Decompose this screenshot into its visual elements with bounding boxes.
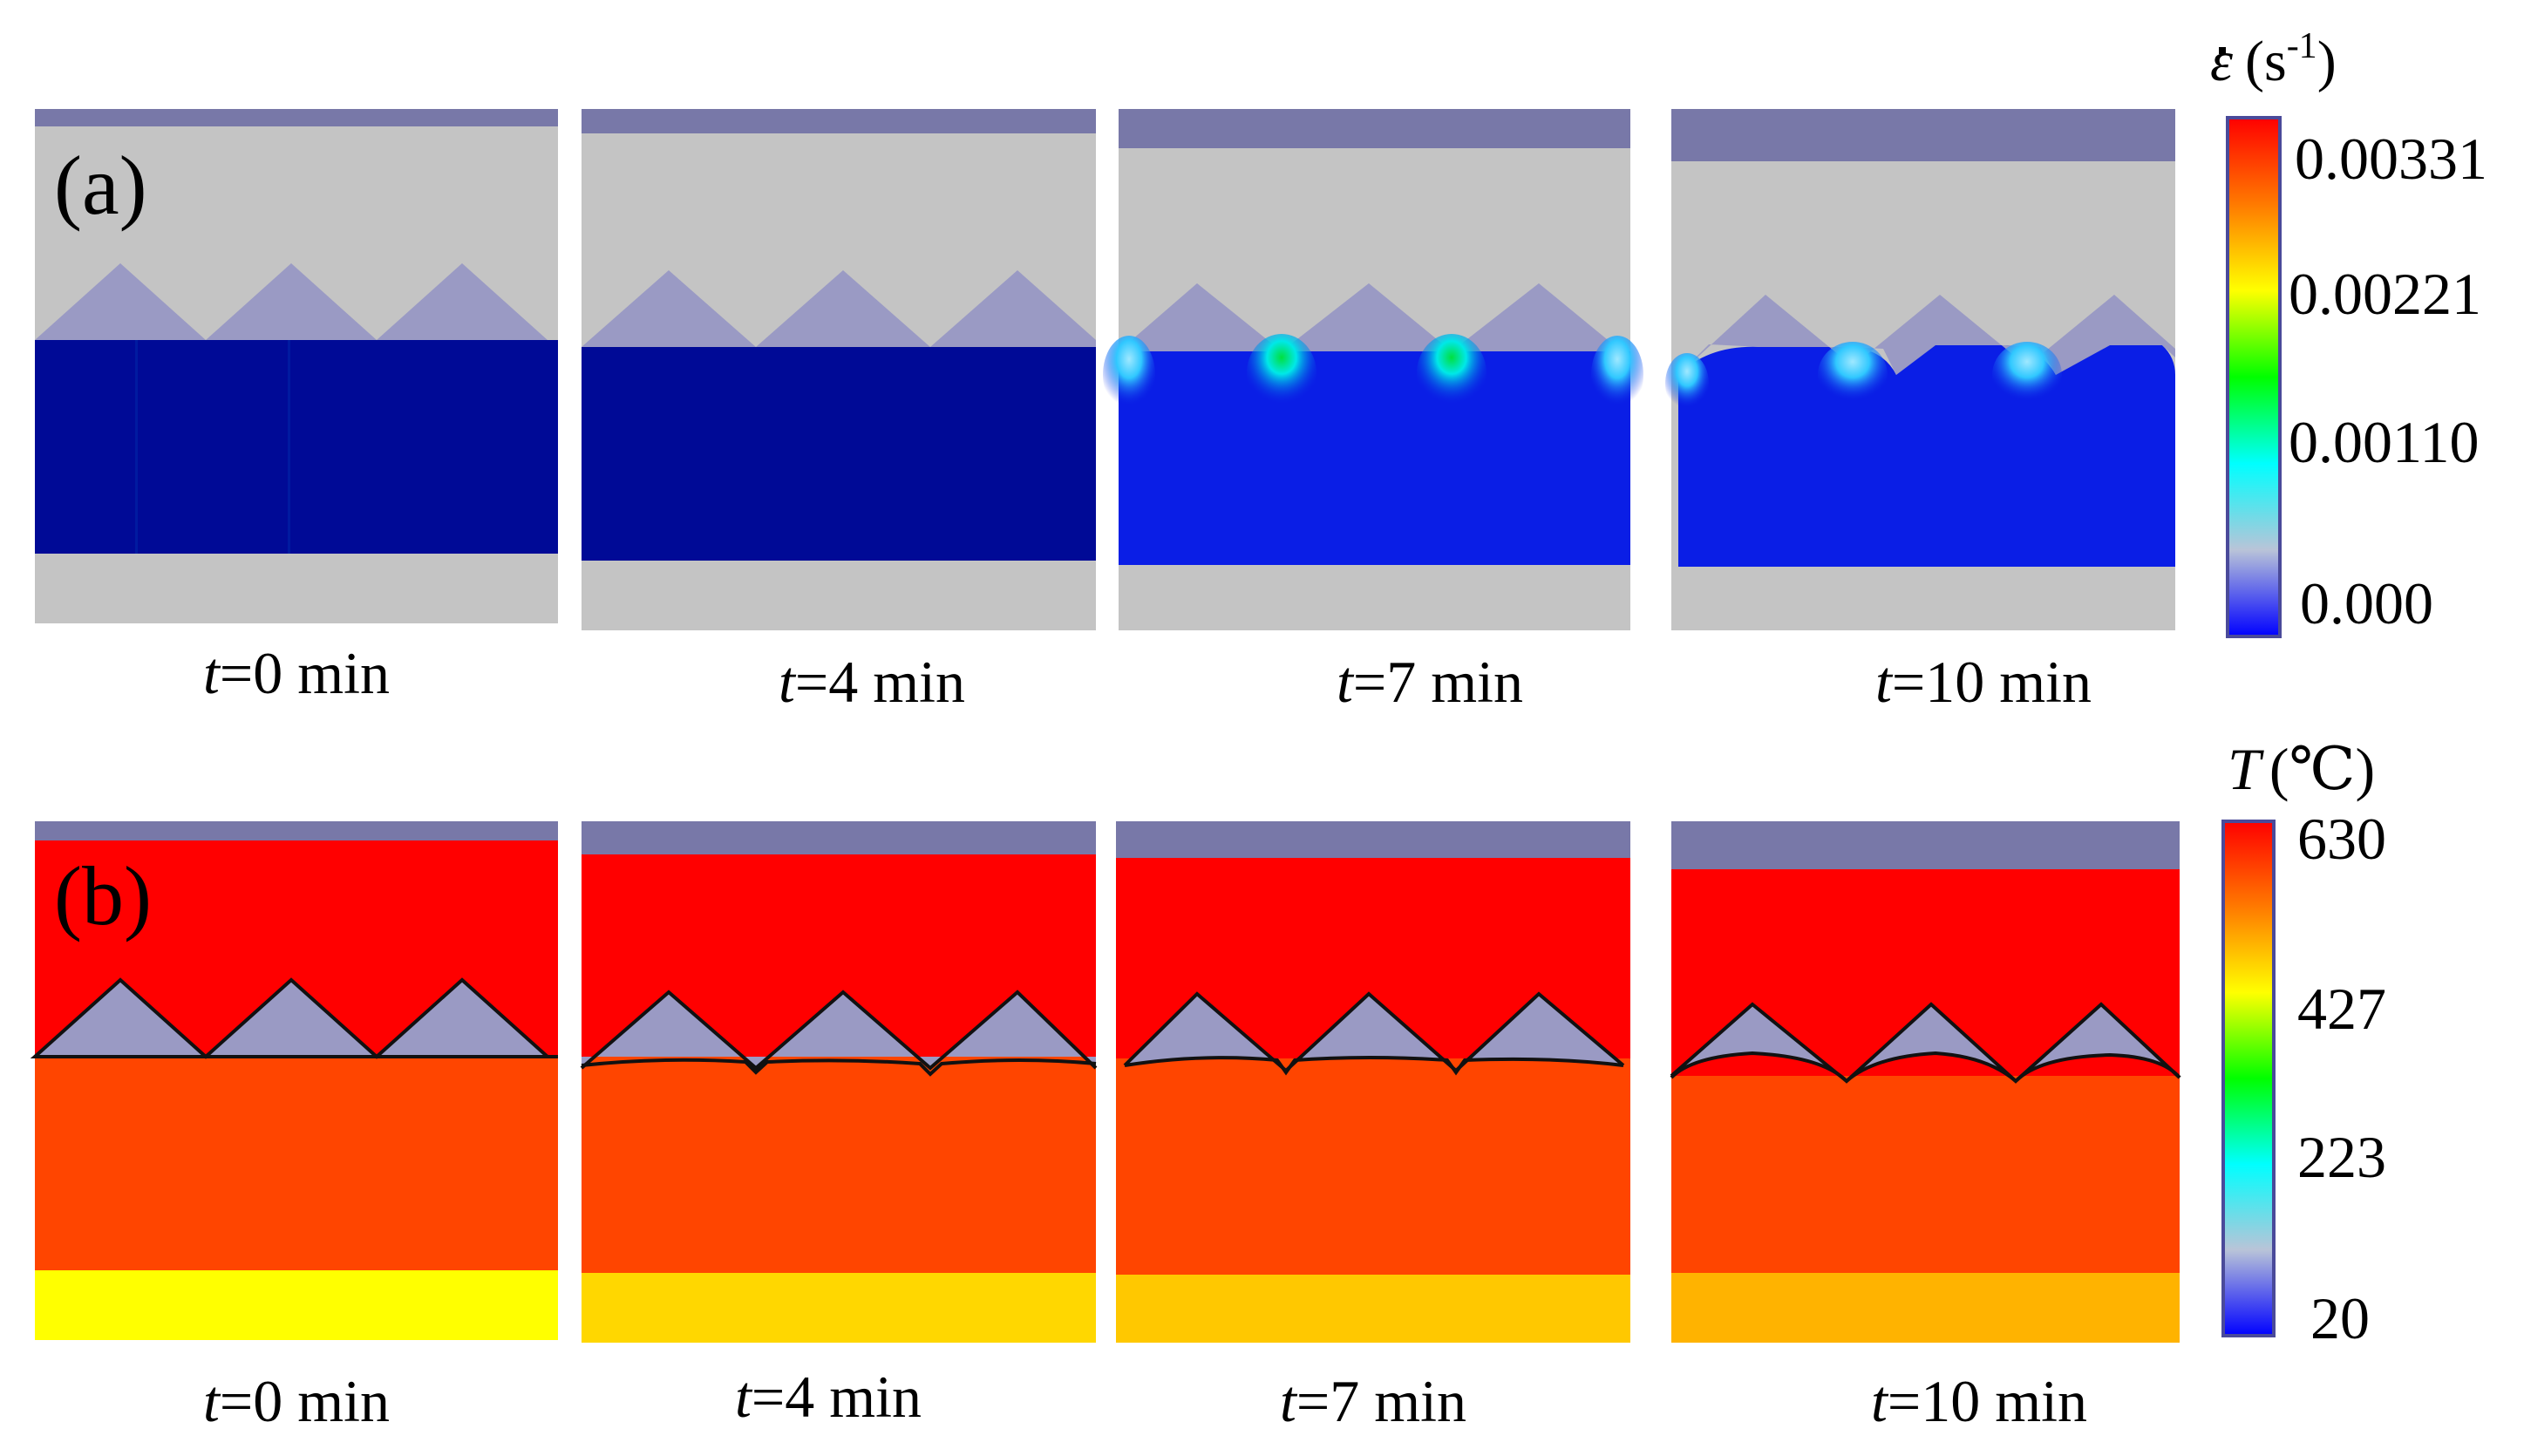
row-a: (a) t=0 min t=4 min t=7 min t=10 min ε (s… <box>35 26 2487 715</box>
panel-a-t10 <box>1665 109 2175 630</box>
colorbar-b-tick: 630 <box>2297 806 2386 872</box>
time-label-b-t0: t=0 min <box>203 1368 390 1434</box>
time-label-b-t10: t=10 min <box>1871 1368 2087 1434</box>
interface-line <box>1124 1056 1624 1076</box>
colorbar-a-dot <box>2219 47 2226 54</box>
panel-a-t7 <box>1103 109 1643 630</box>
interface-line <box>581 1058 1097 1077</box>
teeth <box>1125 994 1623 1071</box>
die-top-plate <box>35 821 558 840</box>
panel-b-t7 <box>1116 821 1630 1343</box>
colorbar-a-title: ε (s-1) <box>2210 26 2337 93</box>
die-top-plate <box>1116 821 1630 858</box>
colorbar-a: ε (s-1) 0.00331 0.00221 0.00110 0.000 <box>2210 26 2487 638</box>
temp-billet <box>582 1057 1096 1273</box>
strain-hotspot <box>1591 336 1643 414</box>
time-label-b-t4: t=4 min <box>735 1364 922 1430</box>
teeth <box>35 263 558 342</box>
temp-billet <box>1671 1076 2180 1273</box>
die-top-plate <box>582 821 1096 854</box>
colorbar-a-tick: 0.00221 <box>2289 261 2481 327</box>
teeth-outline <box>1123 991 1625 1073</box>
die-top-plate <box>1671 821 2180 869</box>
die-top-plate <box>35 109 558 126</box>
panel-b-t4 <box>580 821 1098 1343</box>
die-top-plate <box>1119 109 1630 148</box>
colorbar-a-tick: 0.00331 <box>2295 126 2487 192</box>
strain-hotspot <box>1247 334 1316 412</box>
strain-hotspot <box>1665 353 1709 414</box>
temp-bottom <box>582 1273 1096 1343</box>
colorbar-a-tick: 0.000 <box>2300 570 2433 636</box>
strain-hotspot <box>1992 342 2062 408</box>
time-label-a-t7: t=7 min <box>1337 649 1523 715</box>
colorbar-b-tick: 223 <box>2297 1124 2386 1190</box>
row-label-b: (b) <box>54 849 152 942</box>
colorbar-a-tick: 0.00110 <box>2289 409 2479 475</box>
row-label-a: (a) <box>54 139 147 232</box>
colorbar-b-title: T (℃) <box>2228 736 2375 802</box>
strain-hotspot <box>1818 342 1888 408</box>
panel-a-t4 <box>582 109 1096 630</box>
temp-bottom <box>35 1270 558 1340</box>
temp-billet <box>1116 1058 1630 1275</box>
teeth-outline <box>1670 1002 2181 1084</box>
temp-bottom <box>1116 1275 1630 1343</box>
row-b: (b) t=0 min t=4 min t=7 min t=10 min T (℃… <box>30 736 2386 1434</box>
strain-hotspot <box>1103 336 1155 414</box>
teeth <box>30 977 553 1059</box>
time-label-b-t7: t=7 min <box>1280 1368 1466 1434</box>
panel-b-t0 <box>30 821 558 1340</box>
die-top-plate <box>582 109 1096 133</box>
colorbar-b-tick: 427 <box>2297 976 2386 1042</box>
colorbar-a-bar <box>2226 116 2282 638</box>
strain-field <box>1119 351 1630 565</box>
panel-b-t10 <box>1670 821 2181 1343</box>
time-label-a-t0: t=0 min <box>203 640 390 706</box>
strain-field <box>1678 345 2175 567</box>
interface-line <box>1670 1051 2181 1084</box>
colorbar-b-bar <box>2221 820 2276 1337</box>
temp-billet <box>35 1057 558 1270</box>
temp-bottom <box>1671 1273 2180 1343</box>
teeth <box>1119 283 1630 354</box>
panel-a-t0 <box>35 109 558 623</box>
strain-field <box>35 340 558 554</box>
teeth-outline <box>580 990 1098 1071</box>
die-top-plate <box>1671 109 2175 161</box>
strain-hotspot <box>1417 334 1487 412</box>
teeth <box>582 270 1096 349</box>
teeth <box>582 992 1096 1068</box>
colorbar-b-tick: 20 <box>2310 1285 2370 1351</box>
time-label-a-t4: t=4 min <box>779 649 965 715</box>
mesh-line <box>288 340 290 554</box>
time-label-a-t10: t=10 min <box>1875 649 2092 715</box>
mesh-line <box>135 340 138 554</box>
strain-field <box>582 347 1096 561</box>
colorbar-b: T (℃) 630 427 223 20 <box>2221 736 2386 1351</box>
